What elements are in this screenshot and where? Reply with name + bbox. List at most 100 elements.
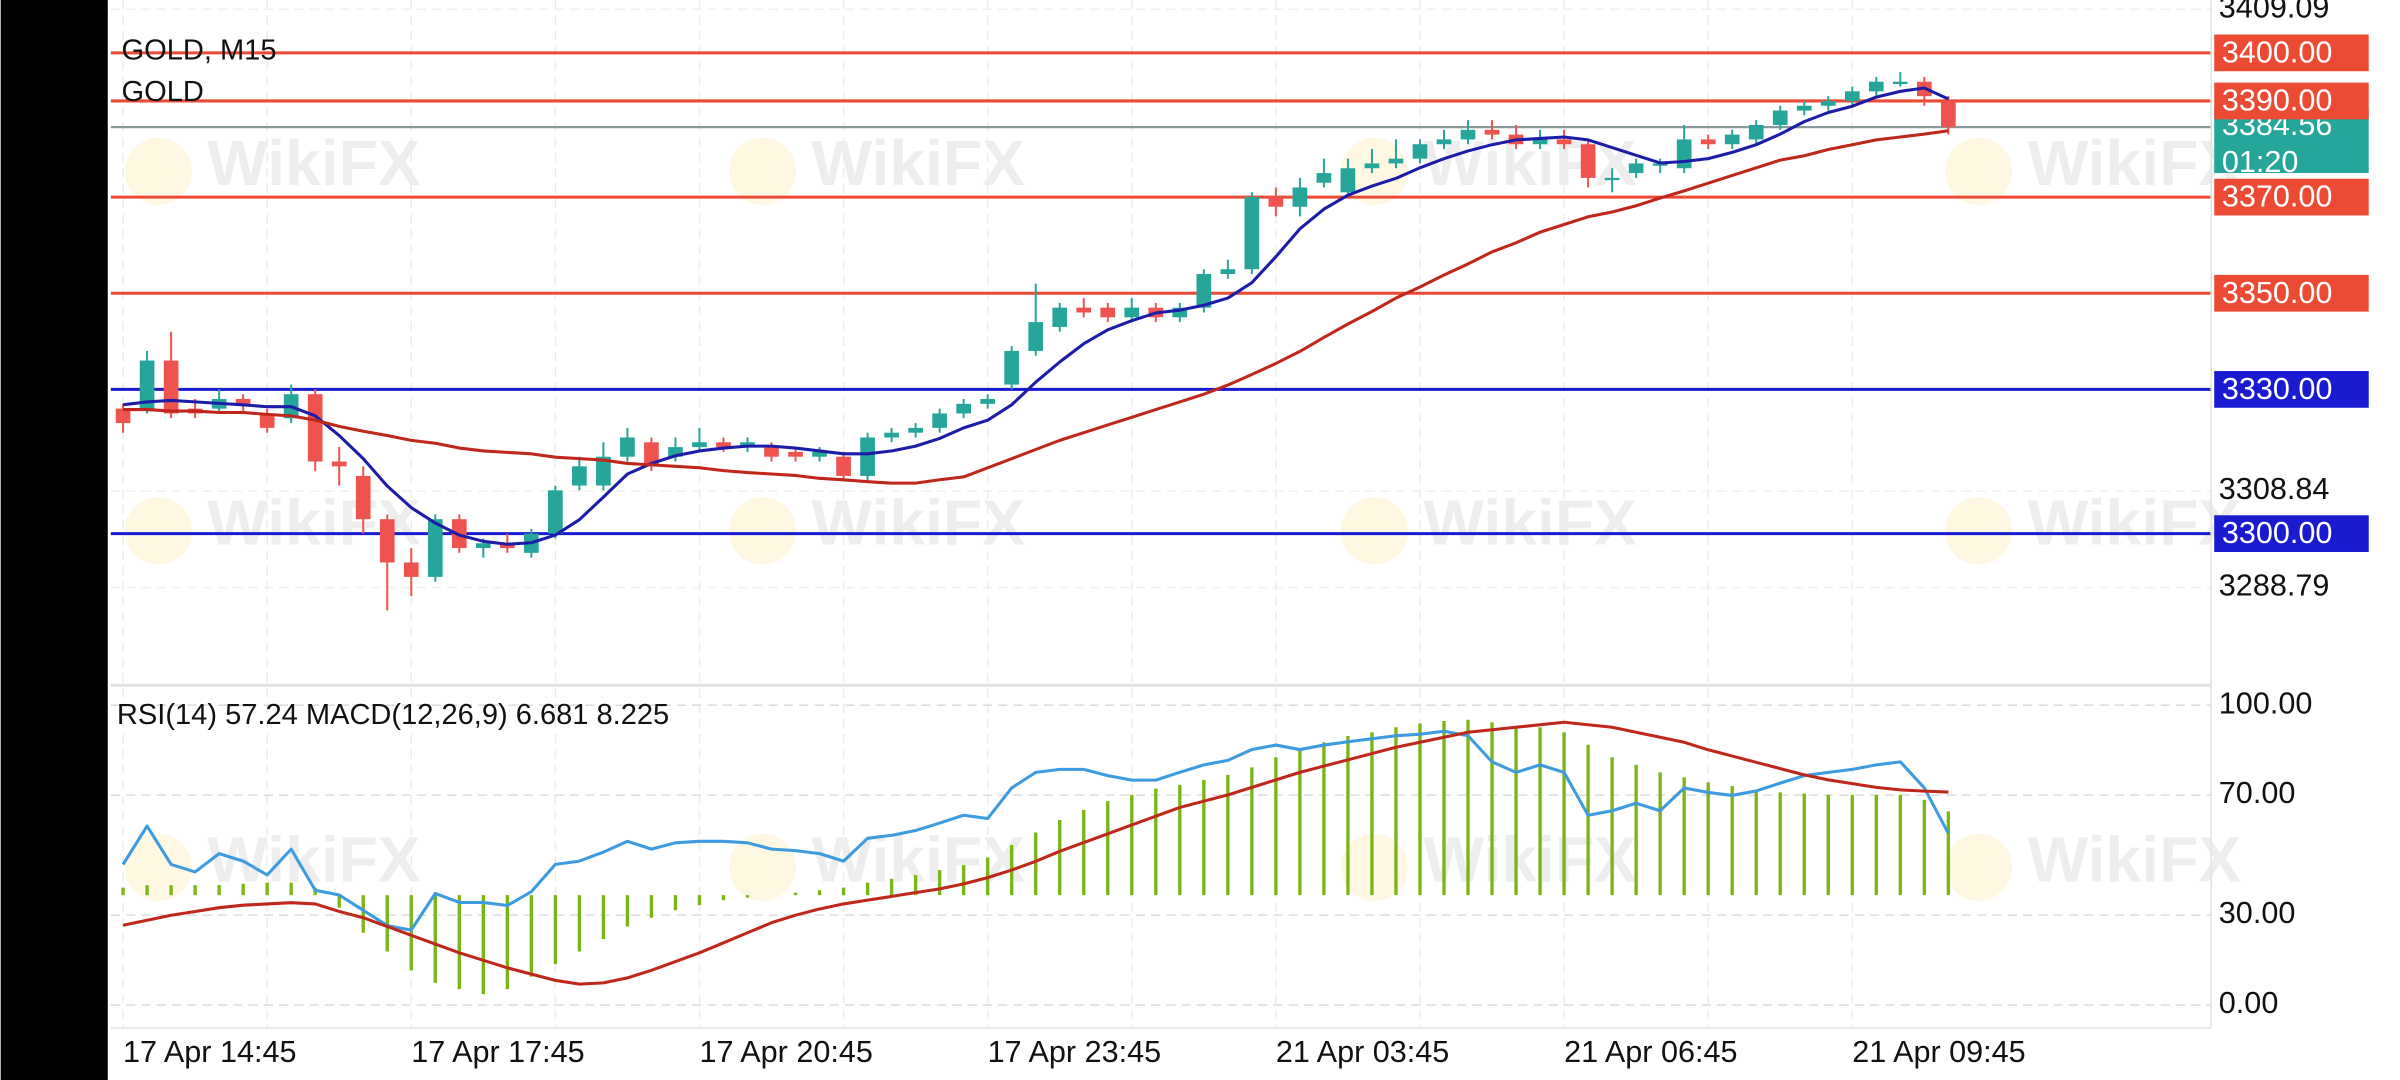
- candle-body: [1724, 134, 1740, 145]
- axes: 3409.093308.843288.793384.5601:203400.00…: [123, 0, 2369, 1069]
- candle-body: [403, 562, 419, 577]
- candle-body: [1244, 197, 1260, 270]
- level-box: [2214, 274, 2369, 312]
- x-tick-label: 17 Apr 20:45: [699, 1035, 872, 1069]
- level-label: 3390.00: [2222, 84, 2333, 118]
- y-tick-label: 3308.84: [2219, 472, 2330, 506]
- candle-body: [427, 519, 443, 577]
- y-tick-label: 100.00: [2219, 686, 2313, 720]
- watermark-logo: [1340, 497, 1409, 565]
- x-tick-label: 21 Apr 09:45: [1852, 1035, 2025, 1069]
- watermark-logo: [1944, 137, 2013, 205]
- candle-body: [259, 413, 275, 428]
- watermark: WikiFX: [811, 487, 1025, 559]
- y-tick-label: 0.00: [2219, 986, 2279, 1020]
- moving-average-line: [122, 86, 1949, 546]
- candle-body: [1604, 177, 1620, 181]
- candle-body: [1436, 139, 1452, 145]
- y-tick-label: 70.00: [2219, 776, 2296, 810]
- candle-body: [1364, 163, 1380, 169]
- y-tick-label: 30.00: [2219, 896, 2296, 930]
- candle-body: [764, 447, 779, 457]
- candle-body: [644, 442, 659, 467]
- legend-name: RSI(14): [117, 699, 217, 731]
- candle-body: [1628, 163, 1644, 174]
- watermark: WikiFX: [2028, 487, 2242, 559]
- watermark: WikiFX: [207, 823, 421, 895]
- candle-body: [1772, 110, 1788, 125]
- candle-body: [884, 432, 899, 438]
- legend-value: 57.24: [225, 699, 298, 731]
- candle-body: [1412, 144, 1428, 159]
- candle-body: [1700, 139, 1716, 145]
- candle-body: [620, 437, 635, 457]
- level-box: [2214, 34, 2369, 72]
- watermark: WikiFX: [811, 127, 1025, 199]
- candle-body: [1580, 144, 1596, 178]
- candle-body: [379, 519, 395, 563]
- candle-body: [788, 451, 803, 457]
- x-tick-label: 21 Apr 03:45: [1276, 1035, 1449, 1069]
- level-label: 3350.00: [2222, 276, 2333, 310]
- candle-body: [908, 427, 923, 433]
- candle-body: [1172, 307, 1188, 318]
- watermark-logo: [1340, 833, 1409, 902]
- legend-value: 6.681: [516, 699, 589, 731]
- level-box: [2214, 82, 2369, 120]
- candle-body: [1796, 105, 1812, 111]
- level-label: 3370.00: [2222, 180, 2333, 214]
- indicator-legend: RSI(14) 57.24 MACD(12,26,9) 6.681 8.225: [117, 699, 669, 731]
- candle-body: [596, 456, 611, 486]
- candle-body: [548, 490, 563, 534]
- x-tick-label: 17 Apr 14:45: [123, 1035, 296, 1069]
- watermark-logo: [124, 497, 192, 565]
- level-box: [2214, 371, 2369, 408]
- candle-body: [163, 360, 179, 414]
- candle-body: [1844, 91, 1860, 101]
- indicator-line: [121, 729, 1950, 932]
- candle-body: [932, 413, 947, 428]
- watermark-logo: [1944, 497, 2013, 565]
- watermark-logo: [728, 137, 797, 205]
- candle-body: [716, 442, 731, 448]
- grid: [110, 0, 2212, 1028]
- candle-body: [1028, 322, 1044, 351]
- watermark: WikiFX: [1423, 487, 1637, 559]
- candle-body: [1388, 158, 1404, 164]
- candle-body: [1748, 124, 1764, 140]
- candle-body: [1316, 173, 1332, 183]
- candle-body: [1941, 100, 1956, 128]
- left-bezel: [0, 0, 108, 1080]
- y-tick-label: 3288.79: [2219, 569, 2330, 603]
- candle-body: [1268, 197, 1284, 207]
- watermark: WikiFX: [2028, 127, 2242, 199]
- candle-body: [1124, 307, 1140, 318]
- level-label: 3300.00: [2222, 516, 2333, 550]
- candle-body: [980, 399, 996, 404]
- legend-name: MACD(12,26,9): [306, 699, 508, 731]
- watermark-logo: [1340, 137, 1409, 205]
- candle-body: [1292, 187, 1308, 207]
- level-box: [2214, 178, 2369, 216]
- candle-body: [812, 451, 827, 457]
- level-label: 3400.00: [2222, 35, 2333, 69]
- candle-body: [115, 408, 131, 424]
- candle-body: [1868, 81, 1884, 92]
- candle-body: [1220, 269, 1236, 275]
- watermark-logo: [1944, 833, 2013, 902]
- candle-body: [355, 475, 371, 520]
- x-tick-label: 17 Apr 23:45: [988, 1035, 1161, 1069]
- level-label: 3330.00: [2222, 372, 2333, 406]
- candle-body: [836, 456, 851, 476]
- watermark: WikiFX: [207, 127, 421, 199]
- chart-title: GOLD, M15: [122, 35, 277, 67]
- moving-average-line: [123, 129, 1949, 485]
- candle-body: [235, 399, 251, 404]
- candle-body: [1460, 129, 1476, 140]
- candle-body: [1820, 100, 1836, 106]
- watermark: WikiFX: [1423, 823, 1637, 895]
- candle-body: [668, 447, 683, 457]
